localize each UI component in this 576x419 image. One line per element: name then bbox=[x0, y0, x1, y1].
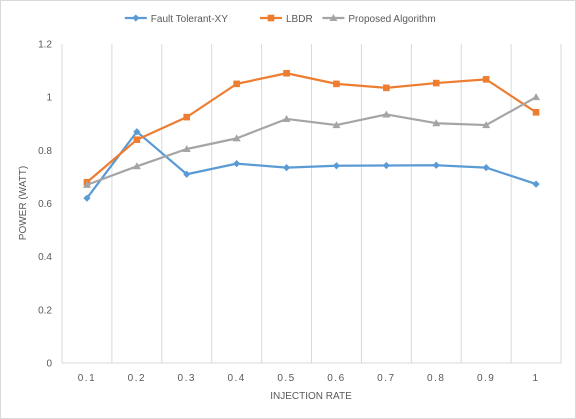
axes: 0 0.2 0.4 0.6 0.8 1 1.2 0.1 0.2 0.3 0.4 0.5 0.6 0.7 0.… bbox=[38, 40, 561, 384]
series-line-proposed-algorithm bbox=[86, 96, 537, 186]
data-point-proposed-algorithm bbox=[482, 121, 491, 129]
y-axis-title: POWER (WATT) bbox=[18, 166, 29, 240]
x-tick-label: 0.3 bbox=[178, 373, 196, 384]
data-point-lbdr bbox=[532, 109, 540, 116]
x-axis-title: INJECTION RATE bbox=[270, 391, 352, 402]
series-line-fault-tolerant-xy bbox=[86, 130, 537, 199]
grid-lines bbox=[111, 44, 562, 363]
series-layer bbox=[82, 69, 541, 202]
y-tick-label: 0.2 bbox=[38, 305, 52, 316]
y-tick-label: 1 bbox=[46, 93, 52, 104]
legend-label: Proposed Algorithm bbox=[348, 14, 435, 25]
legend-swatch-marker bbox=[329, 14, 338, 21]
legend: Fault Tolerant-XY LBDR Proposed Algorithm bbox=[124, 14, 436, 25]
legend-item-proposed-algorithm: Proposed Algorithm bbox=[322, 14, 436, 25]
data-point-fault-tolerant-xy bbox=[482, 164, 490, 172]
x-tick-label: 0.1 bbox=[78, 373, 96, 384]
data-point-proposed-algorithm bbox=[432, 119, 441, 127]
legend-item-fault-tolerant-xy: Fault Tolerant-XY bbox=[124, 14, 228, 25]
y-tick-label: 0.6 bbox=[38, 199, 52, 210]
legend-swatch-marker bbox=[132, 14, 140, 22]
x-tick-label: 0.9 bbox=[477, 373, 495, 384]
x-tick-label: 0.7 bbox=[377, 373, 395, 384]
x-tick-label: 0.4 bbox=[227, 373, 245, 384]
series-line-lbdr bbox=[86, 72, 537, 184]
data-point-fault-tolerant-xy bbox=[282, 164, 291, 172]
y-tick-label: 1.2 bbox=[38, 40, 52, 51]
data-point-lbdr bbox=[383, 84, 390, 92]
data-point-fault-tolerant-xy bbox=[332, 162, 341, 170]
data-point-lbdr bbox=[183, 113, 191, 121]
data-point-fault-tolerant-xy bbox=[183, 170, 191, 178]
data-point-lbdr bbox=[482, 76, 490, 83]
y-tick-label: 0.4 bbox=[38, 252, 52, 263]
data-point-fault-tolerant-xy bbox=[133, 128, 141, 136]
legend-label: Fault Tolerant-XY bbox=[151, 14, 228, 25]
y-tick-label: 0.8 bbox=[38, 146, 52, 157]
data-point-proposed-algorithm bbox=[532, 93, 541, 101]
data-point-lbdr bbox=[233, 80, 240, 88]
x-tick-label: 0.8 bbox=[427, 373, 445, 384]
data-point-lbdr bbox=[133, 136, 141, 143]
data-point-proposed-algorithm bbox=[332, 121, 341, 129]
data-point-proposed-algorithm bbox=[382, 110, 391, 118]
data-point-fault-tolerant-xy bbox=[382, 161, 390, 170]
data-point-fault-tolerant-xy bbox=[233, 160, 241, 168]
data-point-fault-tolerant-xy bbox=[532, 180, 540, 188]
data-point-lbdr bbox=[333, 80, 340, 88]
data-point-fault-tolerant-xy bbox=[83, 194, 91, 202]
legend-label: LBDR bbox=[286, 14, 313, 25]
y-tick-label: 0 bbox=[46, 359, 52, 370]
series-fault-tolerant-xy bbox=[83, 128, 540, 202]
x-tick-label: 0.6 bbox=[327, 373, 345, 384]
legend-item-lbdr: LBDR bbox=[260, 14, 313, 25]
legend-swatch-marker bbox=[267, 14, 275, 22]
x-tick-label: 1 bbox=[533, 373, 540, 384]
x-tick-label: 0.5 bbox=[277, 373, 295, 384]
series-proposed-algorithm bbox=[82, 93, 541, 188]
data-point-proposed-algorithm bbox=[82, 180, 91, 188]
data-point-proposed-algorithm bbox=[182, 145, 191, 153]
data-point-proposed-algorithm bbox=[282, 114, 291, 122]
data-point-lbdr bbox=[283, 69, 290, 77]
data-point-lbdr bbox=[432, 79, 440, 87]
x-tick-label: 0.2 bbox=[128, 373, 146, 384]
data-point-proposed-algorithm bbox=[232, 134, 241, 142]
data-point-fault-tolerant-xy bbox=[432, 161, 440, 169]
data-point-proposed-algorithm bbox=[132, 162, 141, 170]
